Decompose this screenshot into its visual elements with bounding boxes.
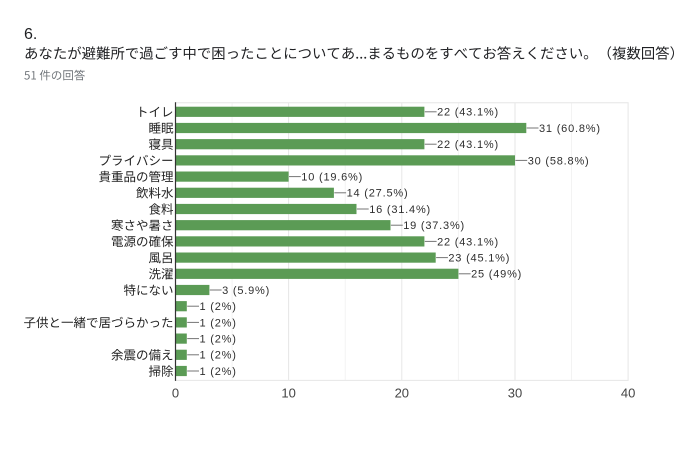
- svg-text:1 (2%): 1 (2%): [200, 350, 237, 362]
- svg-text:31 (60.8%): 31 (60.8%): [539, 123, 601, 135]
- svg-text:16 (31.4%): 16 (31.4%): [369, 204, 431, 216]
- svg-text:14 (27.5%): 14 (27.5%): [347, 188, 409, 200]
- svg-text:22 (43.1%): 22 (43.1%): [437, 139, 499, 151]
- svg-text:10 (19.6%): 10 (19.6%): [301, 172, 363, 184]
- svg-text:22 (43.1%): 22 (43.1%): [437, 107, 499, 119]
- svg-text:40: 40: [621, 386, 635, 401]
- svg-text:1 (2%): 1 (2%): [200, 334, 237, 346]
- svg-text:1 (2%): 1 (2%): [200, 301, 237, 313]
- svg-text:22 (43.1%): 22 (43.1%): [437, 236, 499, 248]
- svg-text:30 (58.8%): 30 (58.8%): [528, 155, 590, 167]
- svg-text:3 (5.9%): 3 (5.9%): [222, 285, 270, 297]
- svg-text:10: 10: [281, 386, 295, 401]
- svg-text:25 (49%): 25 (49%): [471, 269, 522, 281]
- svg-text:20: 20: [395, 386, 409, 401]
- svg-text:6.: 6.: [24, 26, 37, 43]
- svg-text:30: 30: [508, 386, 522, 401]
- svg-text:1 (2%): 1 (2%): [200, 366, 237, 378]
- svg-text:19 (37.3%): 19 (37.3%): [403, 220, 465, 232]
- svg-text:1 (2%): 1 (2%): [200, 317, 237, 329]
- svg-text:23 (45.1%): 23 (45.1%): [448, 253, 510, 265]
- svg-text:0: 0: [172, 386, 179, 401]
